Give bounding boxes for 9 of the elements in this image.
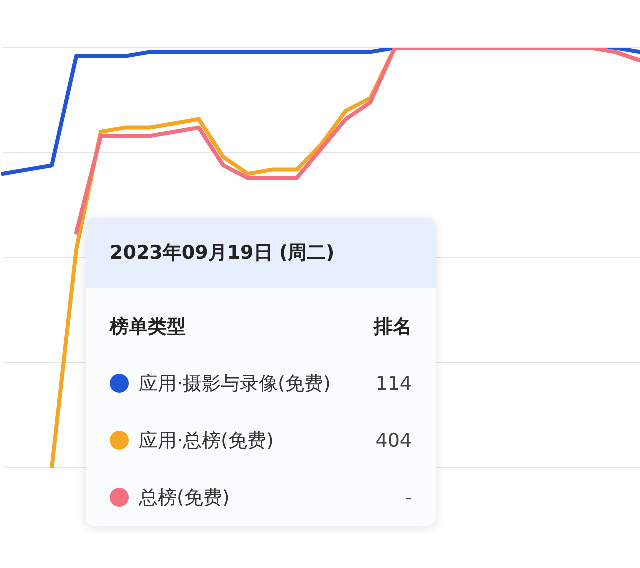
tooltip-header: 2023年09月19日 (周二) <box>86 218 436 288</box>
text: - <box>405 486 412 508</box>
annotation: 排名 <box>374 314 412 340</box>
legend-label: 应用·总榜(免费) <box>139 428 274 454</box>
annotation: 404 <box>376 430 412 452</box>
annotation: 榜单类型 <box>110 314 186 340</box>
annotation: 114 <box>376 372 412 394</box>
legend-label: 应用·摄影与录像(免费) <box>139 372 331 396</box>
legend-label: 总榜(免费) <box>139 486 230 510</box>
